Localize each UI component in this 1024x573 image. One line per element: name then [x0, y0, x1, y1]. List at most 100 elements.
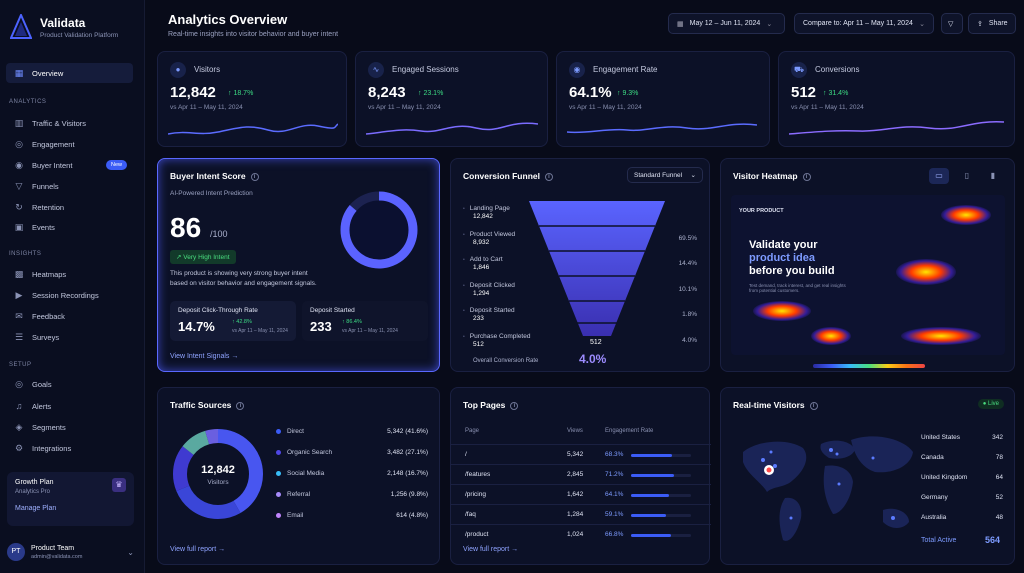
top-pages-card: Top Pages i Page Views Engagement Rate Vi…: [450, 387, 711, 565]
info-icon[interactable]: i: [809, 401, 818, 410]
sidebar-item-label: Surveys: [32, 332, 60, 342]
pages-full-report-link[interactable]: View full report →: [463, 546, 519, 553]
sidebar-item-engagement[interactable]: ◎ Engagement: [6, 134, 133, 154]
sidebar-item-retention[interactable]: ↻ Retention: [6, 197, 133, 217]
sidebar-item-label: Segments: [32, 422, 66, 432]
filter-button[interactable]: ▽: [941, 13, 963, 34]
engagement-bar-fill: [631, 474, 674, 477]
traffic-source-value: 1,256 (9.8%): [390, 491, 428, 498]
sidebar-item-overview[interactable]: ▦ Overview: [6, 63, 133, 83]
funnel-select-label: Standard Funnel: [634, 171, 683, 179]
date-range-picker[interactable]: ▦ May 12 – Jun 11, 2024 ⌄: [668, 13, 785, 34]
kpi-engagement-rate[interactable]: ◉ Engagement Rate 64.1% ↑ 9.3% vs Apr 11…: [556, 51, 770, 147]
traffic-source-item[interactable]: Direct 5,342 (41.6%): [276, 428, 428, 435]
avatar: PT: [7, 543, 25, 561]
info-icon[interactable]: i: [250, 172, 259, 181]
info-icon[interactable]: i: [544, 172, 553, 181]
sidebar-item-events[interactable]: ▣ Events: [6, 217, 133, 237]
col-views: Views: [567, 428, 583, 434]
info-icon[interactable]: i: [802, 172, 811, 181]
donut-slice-2[interactable]: [173, 429, 263, 519]
sidebar-item-integrations[interactable]: ⚙ Integrations: [6, 438, 133, 458]
list-item[interactable]: Australia 48: [921, 514, 1003, 521]
hotspot: [753, 301, 811, 321]
metric-label: Deposit Started: [310, 307, 355, 314]
metric-value: 233: [310, 319, 332, 334]
funnel-step[interactable]: • Deposit Started 233: [463, 307, 553, 322]
hotspot: [896, 259, 956, 285]
list-item[interactable]: Germany 52: [921, 494, 1003, 501]
country-name: Canada: [921, 454, 944, 461]
country-name: Australia: [921, 514, 947, 521]
sidebar-item-feedback[interactable]: ✉ Feedback: [6, 306, 133, 326]
compare-select[interactable]: Compare to: Apr 11 – May 11, 2024 ⌄: [794, 13, 934, 34]
donut-slice-1[interactable]: [173, 429, 263, 519]
funnel-step[interactable]: • Product Viewed 8,932: [463, 231, 553, 246]
brand-name: Validata: [40, 15, 86, 30]
funnel-step[interactable]: • Deposit Clicked 1,294: [463, 282, 553, 297]
list-item[interactable]: United States 342: [921, 434, 1003, 441]
list-item[interactable]: United Kingdom 64: [921, 474, 1003, 481]
sidebar-item-funnels[interactable]: ▽ Funnels: [6, 176, 133, 196]
sidebar-item-label: Events: [32, 222, 55, 232]
sidebar-item-buyer-intent[interactable]: ◉ Buyer Intent New: [6, 155, 133, 175]
logo[interactable]: Validata Product Validation Platform: [10, 14, 118, 40]
users-icon: ◎: [15, 139, 23, 149]
table-row[interactable]: /faq 1,284 59.1%: [451, 504, 711, 524]
plug-icon: ⚙: [14, 443, 24, 453]
info-icon[interactable]: i: [510, 401, 519, 410]
sidebar-item-goals[interactable]: ◎ Goals: [6, 374, 133, 394]
traffic-source-item[interactable]: Referral 1,256 (9.8%): [276, 491, 428, 498]
section-insights: INSIGHTS: [9, 251, 42, 257]
funnel-step[interactable]: • Landing Page 12,842: [463, 205, 553, 220]
manage-plan-link[interactable]: Manage Plan: [15, 505, 57, 512]
realtime-visitors-card: Real-time Visitors i ● Live Total Active …: [720, 387, 1015, 565]
table-row[interactable]: / 5,342 68.3%: [451, 444, 711, 464]
traffic-source-item[interactable]: Email 614 (4.8%): [276, 512, 428, 519]
traffic-full-report-link[interactable]: View full report →: [170, 546, 226, 553]
chevron-down-icon: ⌄: [127, 547, 134, 557]
sidebar-item-traffic[interactable]: ▥ Traffic & Visitors: [6, 113, 133, 133]
country-count: 48: [995, 514, 1003, 521]
hotspot: [901, 327, 981, 345]
desktop-view-button[interactable]: ▭: [929, 168, 949, 184]
mobile-view-button[interactable]: ▮: [983, 168, 1003, 184]
list-item[interactable]: Canada 78: [921, 454, 1003, 461]
funnel-type-select[interactable]: Standard Funnel ⌄: [627, 167, 703, 183]
plan-name: Analytics Pro: [15, 489, 51, 495]
kpi-conversions[interactable]: ⛟ Conversions 512 ↑ 31.4% vs Apr 11 – Ma…: [778, 51, 1015, 147]
kpi-compare: vs Apr 11 – May 11, 2024: [791, 104, 864, 111]
tablet-view-button[interactable]: ▯: [957, 168, 977, 184]
country-count: 64: [995, 474, 1003, 481]
table-row[interactable]: /pricing 1,642 64.1%: [451, 484, 711, 504]
donut-slice-4[interactable]: [173, 429, 263, 519]
sidebar-item-surveys[interactable]: ☰ Surveys: [6, 327, 133, 347]
funnel-step[interactable]: • Add to Cart 1,846: [463, 256, 553, 271]
country-name: United Kingdom: [921, 474, 968, 481]
sidebar-item-segments[interactable]: ◈ Segments: [6, 417, 133, 437]
kpi-label: Engaged Sessions: [392, 65, 459, 74]
card-title: Conversion Funnel i: [463, 171, 553, 181]
kpi-engaged-sessions[interactable]: ∿ Engaged Sessions 8,243 ↑ 23.1% vs Apr …: [355, 51, 548, 147]
funnel-step[interactable]: • Purchase Completed 512: [463, 333, 553, 348]
kpi-change: ↑ 31.4%: [823, 90, 849, 97]
sidebar-item-heatmaps[interactable]: ▩ Heatmaps: [6, 264, 133, 284]
share-button[interactable]: ⇪ Share: [968, 13, 1016, 34]
user-menu[interactable]: PT Product Team admin@validata.com ⌄: [7, 538, 134, 566]
monitor-icon: ▭: [935, 171, 943, 180]
table-row[interactable]: /features 2,845 71.2%: [451, 464, 711, 484]
video-icon: ▶: [15, 290, 23, 300]
donut-center-label: Visitors: [207, 479, 229, 486]
traffic-source-item[interactable]: Organic Search 3,482 (27.1%): [276, 449, 428, 456]
plan-card: Growth Plan Analytics Pro Manage Plan ♛: [7, 472, 134, 526]
intent-ring: [340, 191, 418, 269]
view-intent-signals-link[interactable]: View Intent Signals →: [170, 353, 239, 360]
sidebar-item-alerts[interactable]: ♫ Alerts: [6, 396, 133, 416]
info-icon[interactable]: i: [236, 401, 245, 410]
kpi-value: 12,842: [170, 84, 216, 101]
sidebar-item-session-recordings[interactable]: ▶ Session Recordings: [6, 285, 133, 305]
kpi-visitors[interactable]: ● Visitors 12,842 ↑ 18.7% vs Apr 11 – Ma…: [157, 51, 347, 147]
traffic-source-item[interactable]: Social Media 2,148 (16.7%): [276, 470, 428, 477]
table-row[interactable]: /product 1,024 66.8%: [451, 524, 711, 544]
